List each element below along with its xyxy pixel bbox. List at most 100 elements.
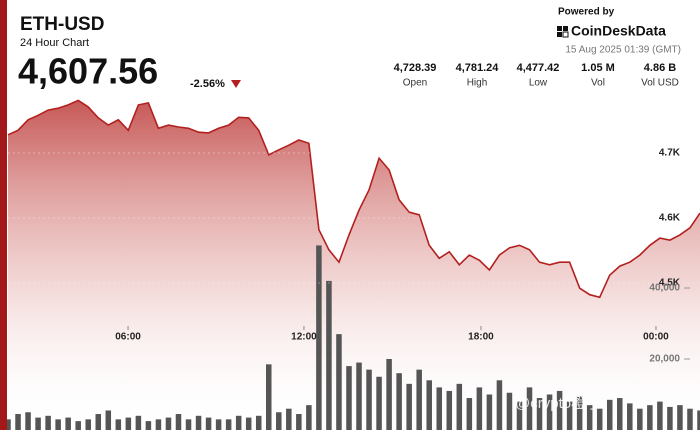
volume-bar — [55, 419, 61, 430]
volume-bar — [526, 387, 533, 430]
volume-bar — [185, 419, 192, 430]
volume-bar — [95, 414, 102, 430]
volume-bar — [65, 417, 71, 430]
x-tick-label: 12:00 — [291, 332, 317, 343]
x-tick-label: 06:00 — [115, 332, 141, 343]
plot: 4.5K 4.6K 4.7K 20,000 40,000 06:00 12:00 18:00 0… — [5, 99, 700, 430]
volume-bar — [697, 410, 700, 430]
volume-bar — [446, 390, 453, 430]
accent-bar — [0, 0, 7, 430]
volume-bar — [647, 405, 653, 430]
volume-bar — [486, 394, 493, 430]
volume-bar — [155, 419, 162, 430]
volume-bar — [336, 334, 342, 430]
volume-bar — [476, 387, 483, 430]
stat-label: High — [467, 78, 488, 89]
price-area — [8, 100, 700, 430]
volume-bar — [35, 417, 41, 430]
watermark: @crypto橙子 — [515, 395, 601, 412]
volume-bar — [356, 362, 362, 430]
stats: 4,728.39 Open 4,781.24 High 4,477.42 Low 1.05 … — [394, 62, 679, 89]
volume-bar — [576, 396, 583, 430]
y-tick-label: 4.7K — [659, 148, 681, 159]
volume-bar — [596, 408, 603, 430]
x-tick-label: 00:00 — [643, 332, 669, 343]
volume-bar — [586, 405, 593, 430]
volume-bar — [657, 401, 663, 430]
y2-tick-label: 40,000 — [649, 283, 680, 294]
volume-bar — [235, 415, 242, 430]
volume-bar — [376, 376, 382, 430]
x-tick-label: 18:00 — [468, 332, 494, 343]
volume-bar — [45, 415, 51, 430]
volume-bar — [276, 412, 282, 430]
volume-bar — [75, 421, 81, 430]
volume-bar — [566, 401, 573, 430]
volume-bar — [25, 412, 31, 430]
volume-bar — [135, 415, 142, 430]
volume-bar — [506, 392, 513, 430]
volume-bar — [15, 414, 21, 430]
volume-bar — [215, 419, 222, 430]
powered-by: Powered by — [558, 7, 615, 18]
volume-bar — [346, 366, 352, 430]
title: ETH-USD — [20, 14, 104, 35]
volume-bar — [296, 414, 302, 430]
subtitle: 24 Hour Chart — [20, 37, 89, 49]
volume-bar — [496, 380, 503, 430]
stat-value: 1.05 M — [581, 62, 615, 74]
down-arrow — [231, 80, 241, 88]
volume-bar — [105, 410, 112, 430]
volume-bar — [165, 417, 172, 430]
volume-bar — [316, 245, 322, 430]
stat-value: 4,477.42 — [517, 62, 560, 74]
volume-bar — [436, 387, 443, 430]
volume-bar — [516, 401, 523, 430]
stat-label: Open — [403, 78, 427, 89]
volume-bar — [145, 421, 152, 430]
y-tick-label: 4.5K — [659, 278, 681, 289]
volume-bar — [326, 280, 332, 430]
change: -2.56% — [190, 78, 225, 90]
volume-bar — [426, 380, 432, 430]
logo-icon — [557, 26, 569, 38]
volume-bar — [195, 415, 202, 430]
volume-bar — [456, 383, 463, 430]
volume-bar — [556, 390, 563, 430]
stat-value: 4,728.39 — [394, 62, 437, 74]
volume-bar — [466, 398, 473, 430]
volume-bar — [667, 406, 673, 430]
stat-label: Vol USD — [641, 78, 679, 89]
y2-tick-label: 20,000 — [649, 354, 680, 365]
volume-bar — [175, 414, 182, 430]
volume-bar — [5, 419, 11, 430]
brand: CoinDeskData — [571, 23, 666, 39]
stat-value: 4.86 B — [644, 62, 676, 74]
timestamp: 15 Aug 2025 01:39 (GMT) — [565, 45, 681, 56]
volume-bar — [225, 419, 232, 430]
stat-value: 4,781.24 — [456, 62, 500, 74]
volume-bar — [366, 369, 372, 430]
volume-bar — [606, 399, 613, 430]
volume-bar — [115, 419, 122, 430]
volume-bar — [386, 359, 392, 430]
volume-bar — [205, 417, 212, 430]
volume-bar — [396, 373, 402, 430]
volume-bar — [536, 398, 543, 430]
volume-bar — [245, 417, 252, 430]
volume-bar — [617, 398, 623, 430]
volume-bar — [306, 405, 312, 430]
volume-bar — [627, 403, 633, 430]
volume-bar — [546, 394, 553, 430]
stat-label: Vol — [591, 78, 605, 89]
volume-bar — [125, 417, 132, 430]
y-tick-label: 4.6K — [659, 213, 681, 224]
volume-bar — [416, 369, 422, 430]
volume-bar — [255, 415, 262, 430]
price-line — [7, 99, 700, 299]
stat-label: Low — [529, 78, 548, 89]
volume-bar — [637, 408, 643, 430]
volume-bar — [677, 405, 683, 430]
volume-bar — [286, 408, 292, 430]
